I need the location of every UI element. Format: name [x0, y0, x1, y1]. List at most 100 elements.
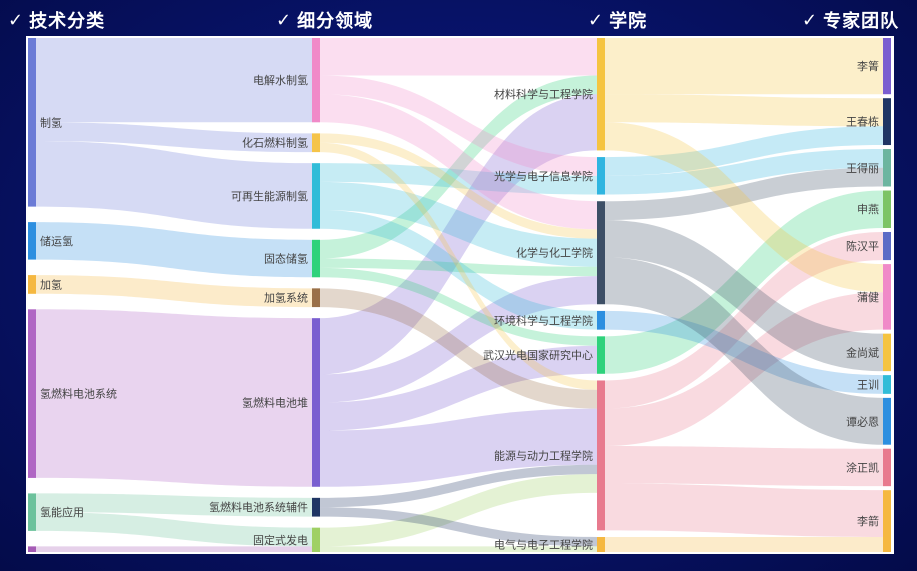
sankey-link	[36, 512, 312, 547]
sankey-link	[320, 163, 597, 195]
sankey-node[interactable]	[883, 231, 891, 261]
header-label: 细分领域	[297, 11, 374, 32]
sankey-link	[320, 546, 597, 552]
node-label: 电解水制氢	[253, 73, 308, 87]
sankey-link	[320, 507, 597, 547]
header-tech-category: ✓ 技术分类	[8, 6, 105, 34]
sankey-link	[36, 141, 312, 229]
sankey-link	[605, 483, 883, 538]
sankey-link	[320, 142, 597, 390]
sankey-node[interactable]	[28, 222, 36, 260]
sankey-link	[320, 210, 597, 330]
sankey-node[interactable]	[597, 38, 605, 151]
sankey-node[interactable]	[312, 239, 320, 278]
node-label: 环境科学与工程学院	[494, 313, 593, 327]
node-label: 申燕	[857, 203, 879, 216]
node-label: 氢燃料电池堆	[242, 395, 308, 409]
sankey-node[interactable]	[883, 397, 891, 445]
sankey-link	[320, 94, 597, 375]
sankey-link	[320, 258, 597, 277]
node-label: 谭必恩	[846, 415, 879, 428]
sankey-node[interactable]	[312, 497, 320, 517]
header-label: 专家团队	[823, 11, 900, 32]
sankey-link	[320, 345, 597, 431]
sankey-node[interactable]	[312, 38, 320, 123]
sankey-links	[36, 38, 883, 552]
sankey-link	[36, 309, 312, 487]
sankey-node[interactable]	[28, 38, 36, 207]
sankey-link	[320, 474, 597, 547]
sankey-link	[320, 267, 597, 346]
node-label: 王春栋	[846, 115, 879, 129]
sankey-node[interactable]	[883, 98, 891, 146]
sankey-node[interactable]	[597, 380, 605, 531]
node-label: 加氢系统	[264, 291, 308, 305]
sankey-node[interactable]	[597, 157, 605, 195]
sankey-link	[36, 38, 312, 123]
node-label: 材料科学与工程学院	[494, 87, 593, 101]
sankey-link	[36, 122, 312, 153]
sankey-link	[36, 546, 312, 552]
sankey-link	[605, 149, 883, 195]
node-label: 李箐	[857, 59, 879, 73]
sankey-link	[320, 75, 597, 176]
sankey-node[interactable]	[312, 288, 320, 308]
sankey-link	[605, 38, 883, 95]
node-label: 化石燃料制氢	[242, 136, 308, 150]
sankey-node[interactable]	[312, 133, 320, 153]
sankey-node[interactable]	[312, 527, 320, 552]
check-icon: ✓	[8, 9, 24, 31]
sankey-node[interactable]	[883, 448, 891, 487]
sankey-node[interactable]	[883, 149, 891, 187]
node-label: 制氢	[40, 115, 62, 129]
node-label: 电气与电子工程学院	[494, 538, 593, 552]
sankey-node[interactable]	[883, 375, 891, 394]
header-expert-team: ✓ 专家团队	[802, 6, 899, 34]
node-label: 固定式发电	[253, 533, 308, 547]
sankey-node[interactable]	[597, 310, 605, 330]
sankey-node[interactable]	[28, 493, 36, 531]
node-label: 氢能应用	[40, 505, 84, 519]
sankey-node[interactable]	[28, 546, 36, 552]
node-label: 化学与化工学院	[516, 246, 593, 260]
sankey-link	[605, 537, 883, 552]
node-label: 氢燃料电池系统辅件	[209, 500, 308, 514]
sankey-node[interactable]	[28, 275, 36, 294]
sankey-link	[605, 167, 883, 220]
sankey-link	[605, 446, 883, 487]
sankey-link	[605, 292, 883, 447]
sankey-link	[320, 288, 597, 409]
sankey-link	[320, 408, 597, 487]
node-label: 氢燃料电池系统	[40, 387, 117, 401]
sankey-link	[320, 276, 597, 403]
header-subfield: ✓ 细分领域	[276, 6, 373, 34]
sankey-link	[320, 133, 597, 239]
header-label: 技术分类	[29, 11, 106, 32]
sankey-node[interactable]	[883, 190, 891, 228]
sankey-node[interactable]	[883, 333, 891, 372]
sankey-link	[320, 75, 597, 259]
node-label: 加氢	[40, 277, 62, 291]
sankey-node[interactable]	[597, 336, 605, 374]
node-label: 陈汉平	[846, 239, 879, 253]
sankey-node[interactable]	[312, 318, 320, 487]
sankey-link	[605, 257, 883, 445]
node-label: 可再生能源制氢	[231, 189, 308, 203]
sankey-node[interactable]	[883, 490, 891, 552]
sankey-node[interactable]	[312, 163, 320, 229]
node-label: 储运氢	[40, 234, 73, 248]
sankey-node[interactable]	[597, 201, 605, 305]
node-label: 光学与电子信息学院	[494, 169, 593, 183]
header-label: 学院	[609, 11, 648, 32]
sankey-link	[36, 493, 312, 517]
sankey-node[interactable]	[28, 309, 36, 478]
sankey-node[interactable]	[883, 264, 891, 330]
node-label: 能源与动力工程学院	[494, 448, 593, 462]
node-label: 武汉光电国家研究中心	[483, 348, 593, 362]
sankey-link	[605, 219, 883, 372]
sankey-node[interactable]	[883, 38, 891, 95]
check-icon: ✓	[276, 9, 292, 31]
sankey-node[interactable]	[597, 537, 605, 552]
check-icon: ✓	[588, 9, 604, 31]
